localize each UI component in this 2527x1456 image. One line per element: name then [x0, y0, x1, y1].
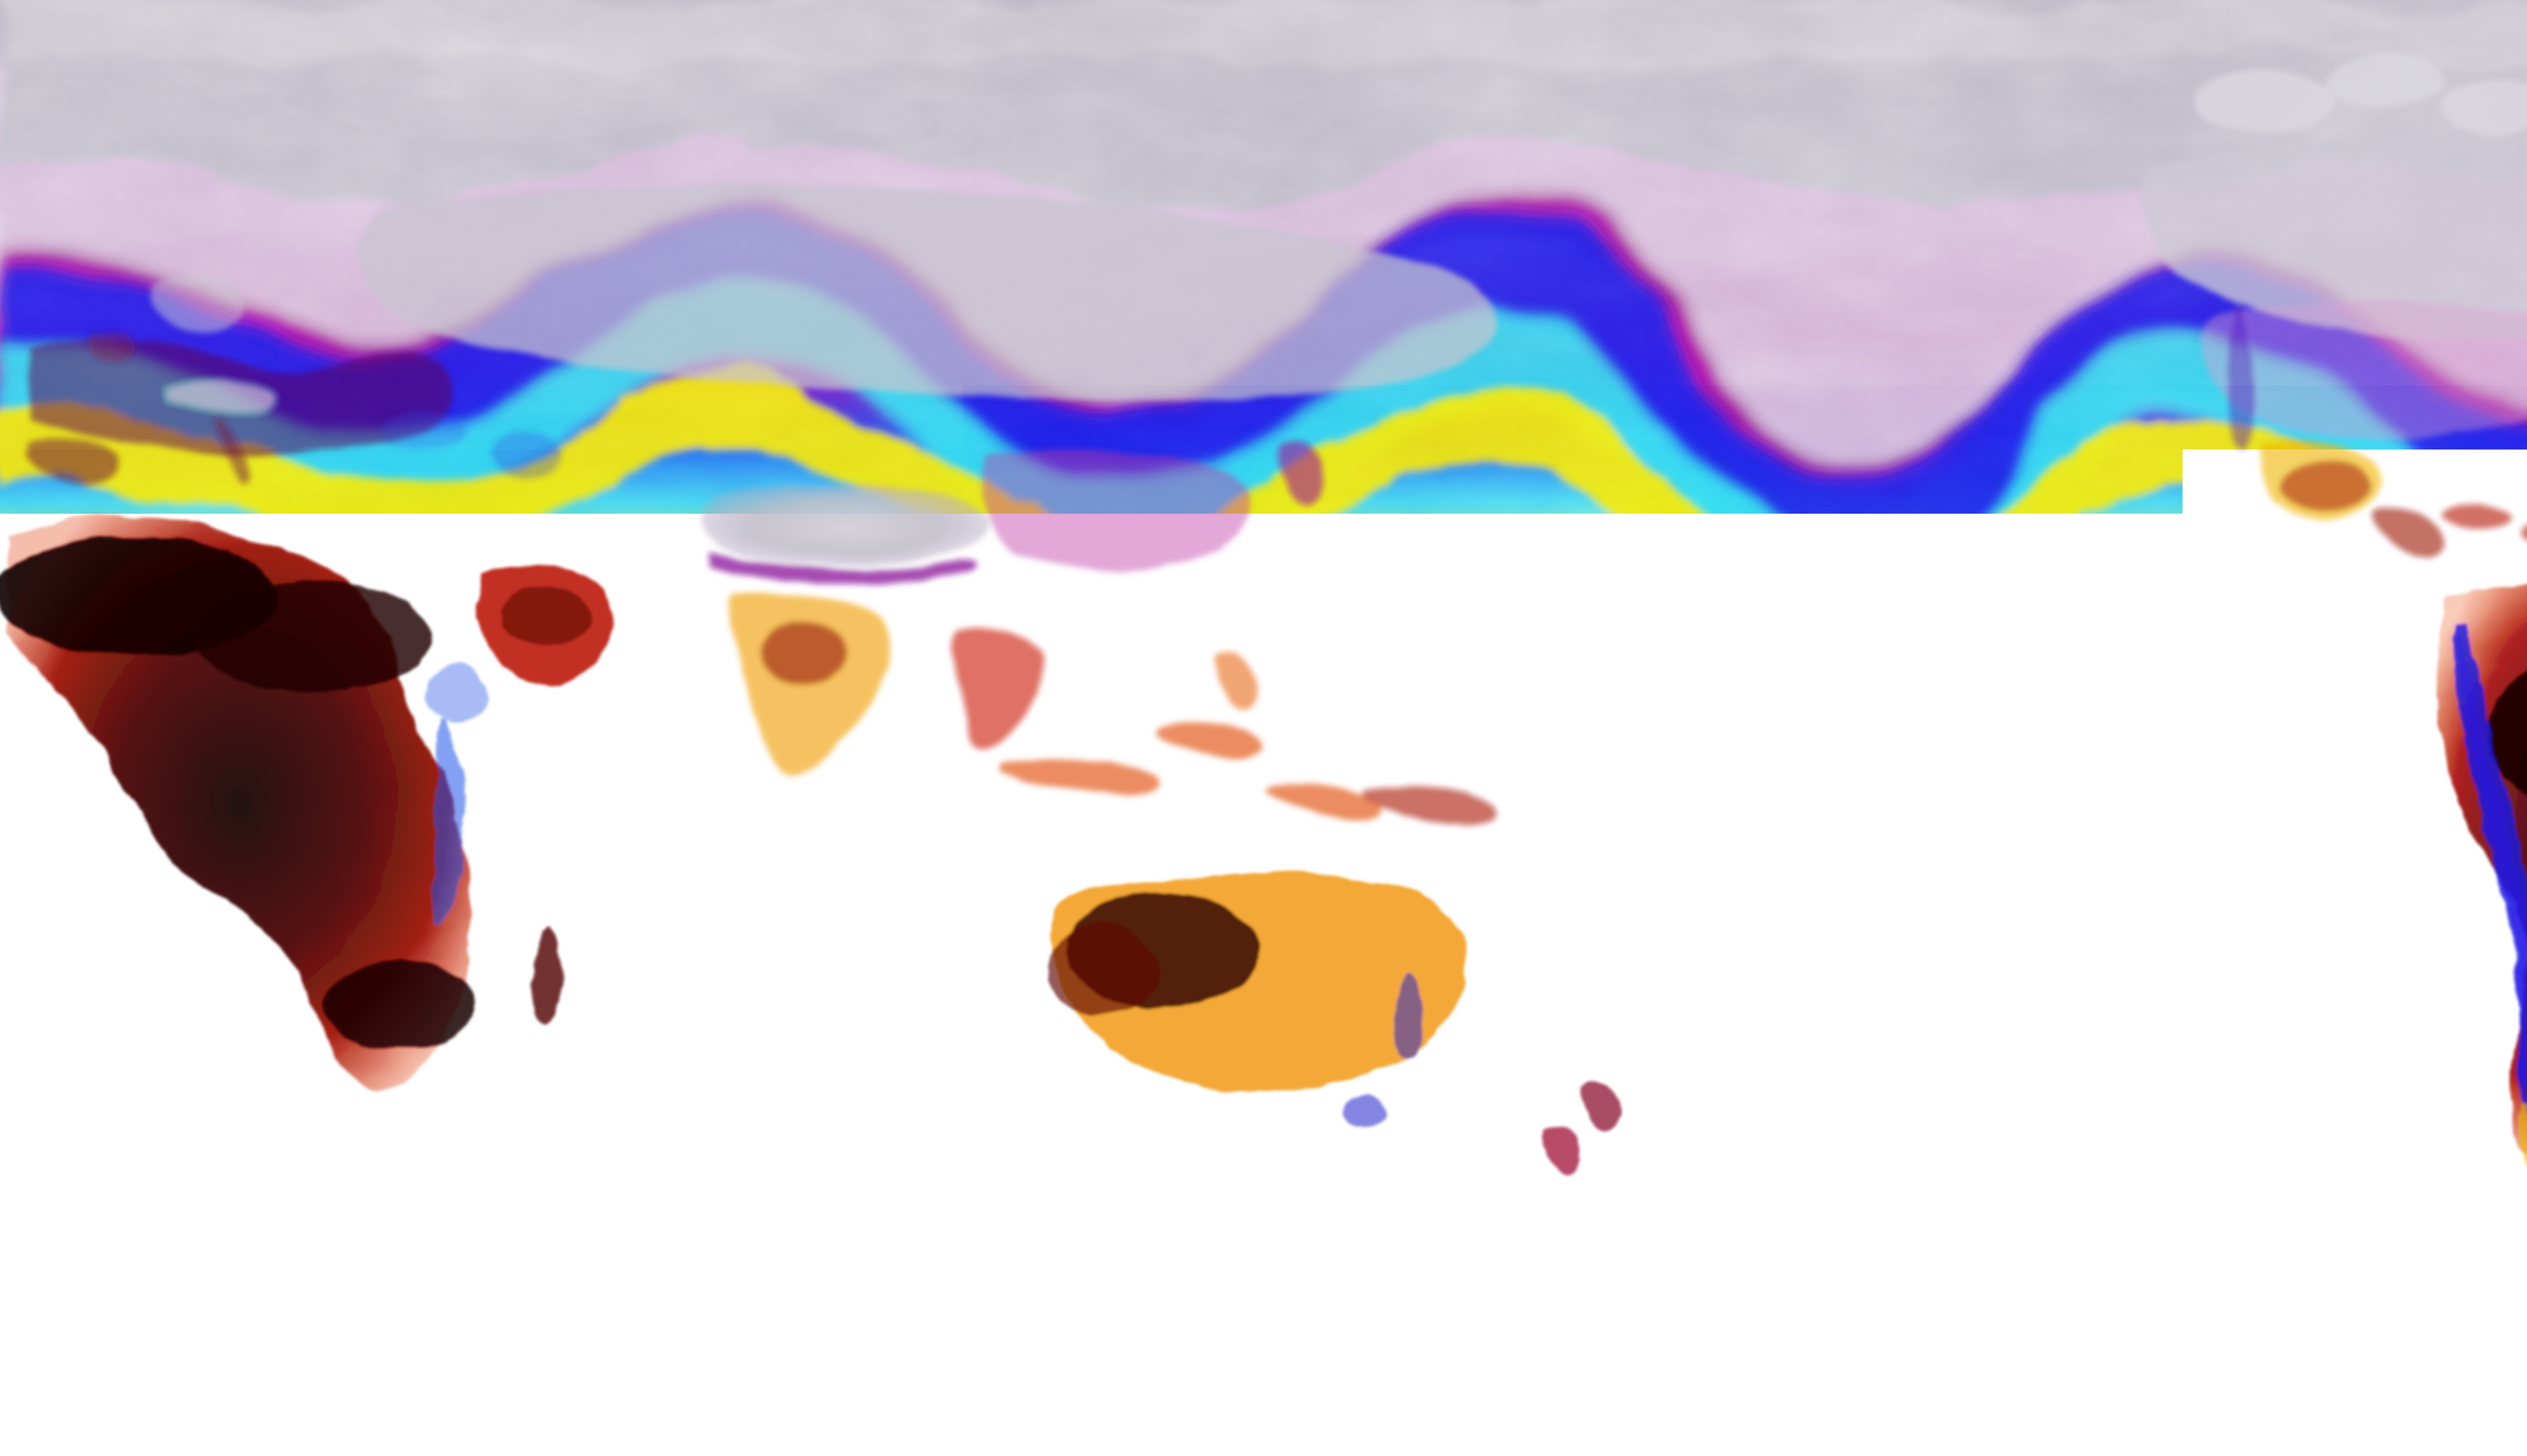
- grain-overlay: [0, 0, 2527, 1456]
- temperature-map-canvas: [0, 0, 2527, 1456]
